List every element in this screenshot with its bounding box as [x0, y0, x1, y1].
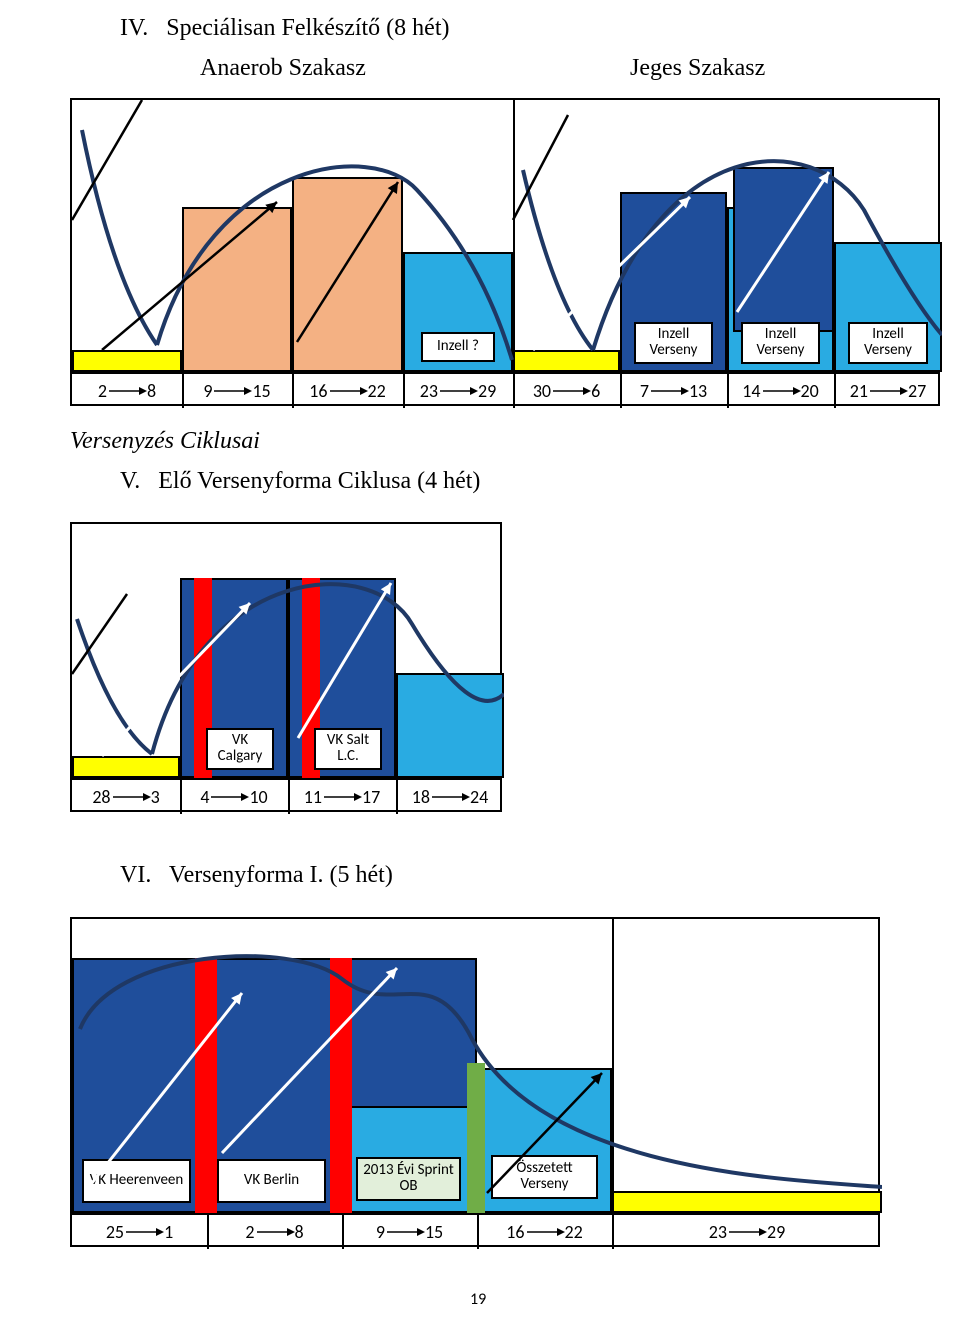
axis-cell: 283: [72, 780, 180, 814]
label-vk-heerenveen: VK Heerenveen: [82, 1159, 191, 1203]
heading-num: IV.: [120, 15, 148, 41]
axis-row: 289151622232930671314202127: [72, 372, 938, 408]
label-vk-saltlc: VK Salt L.C.: [314, 728, 382, 770]
heading-vi-title: Versenyforma I. (5 hét): [169, 862, 393, 888]
axis-row: 2512891516222329: [72, 1213, 878, 1249]
bar: [72, 350, 182, 372]
axis-cell: 1824: [396, 780, 504, 814]
subheading-anaerob: Anaerob Szakasz: [200, 55, 366, 82]
axis-cell: 306: [513, 374, 620, 408]
heading-iv: IV. Speciálisan Felkészítő (8 hét): [120, 15, 450, 42]
label-inzell-3: Inzell Verseny: [848, 322, 928, 364]
bar: [396, 673, 504, 778]
section-versenyzes: Versenyzés Ciklusai: [70, 428, 260, 455]
axis-cell: 410: [180, 780, 288, 814]
heading-vi-num: VI.: [120, 862, 151, 888]
heading-v: V. Elő Versenyforma Ciklusa (4 hét): [120, 468, 480, 495]
bar: [292, 177, 403, 372]
heading-vi: VI. Versenyforma I. (5 hét): [120, 862, 393, 889]
axis-cell: 2329: [612, 1215, 882, 1249]
label-inzell-1: Inzell Verseny: [634, 322, 713, 364]
page-number: 19: [470, 1290, 486, 1309]
axis-cell: 1622: [292, 374, 403, 408]
label-osszetett: Összetett Verseny: [491, 1155, 598, 1199]
bar: [182, 207, 292, 372]
bar: [733, 167, 834, 332]
heading-title: Speciálisan Felkészítő (8 hét): [166, 15, 449, 41]
heading-v-title: Elő Versenyforma Ciklusa (4 hét): [158, 468, 480, 494]
chart-vi: VK Heerenveen VK Berlin 2013 Évi Sprint OB…: [70, 917, 880, 1247]
axis-cell: 2329: [403, 374, 513, 408]
axis-cell: 915: [182, 374, 292, 408]
axis-cell: 915: [342, 1215, 477, 1249]
axis-cell: 1622: [477, 1215, 612, 1249]
bar: [346, 958, 477, 1108]
label-sprint-ob: 2013 Évi Sprint OB: [356, 1157, 461, 1201]
label-vk-berlin: VK Berlin: [217, 1159, 326, 1203]
bar: [72, 756, 180, 778]
axis-cell: 28: [207, 1215, 342, 1249]
subheading-jeges: Jeges Szakasz: [630, 55, 765, 82]
label-vk-calgary: VK Calgary: [206, 728, 274, 770]
heading-v-num: V.: [120, 468, 140, 494]
axis-cell: 28: [72, 374, 182, 408]
axis-cell: 713: [620, 374, 727, 408]
axis-row: 28341011171824: [72, 778, 500, 814]
bar: [513, 350, 620, 372]
axis-cell: 251: [72, 1215, 207, 1249]
chart-v: VK Calgary VK Salt L.C. 28341011171824: [70, 522, 502, 812]
chart-iv: Inzell ? Inzell Verseny Inzell Verseny Inze…: [70, 98, 940, 406]
label-inzell-2: Inzell Verseny: [741, 322, 820, 364]
bar: [467, 1063, 485, 1213]
bar: [330, 958, 352, 1213]
label-inzell-q: Inzell ?: [421, 332, 495, 362]
axis-cell: 1420: [727, 374, 834, 408]
bar: [195, 958, 217, 1213]
axis-cell: 2127: [834, 374, 942, 408]
bar: [612, 1191, 882, 1213]
axis-cell: 1117: [288, 780, 396, 814]
